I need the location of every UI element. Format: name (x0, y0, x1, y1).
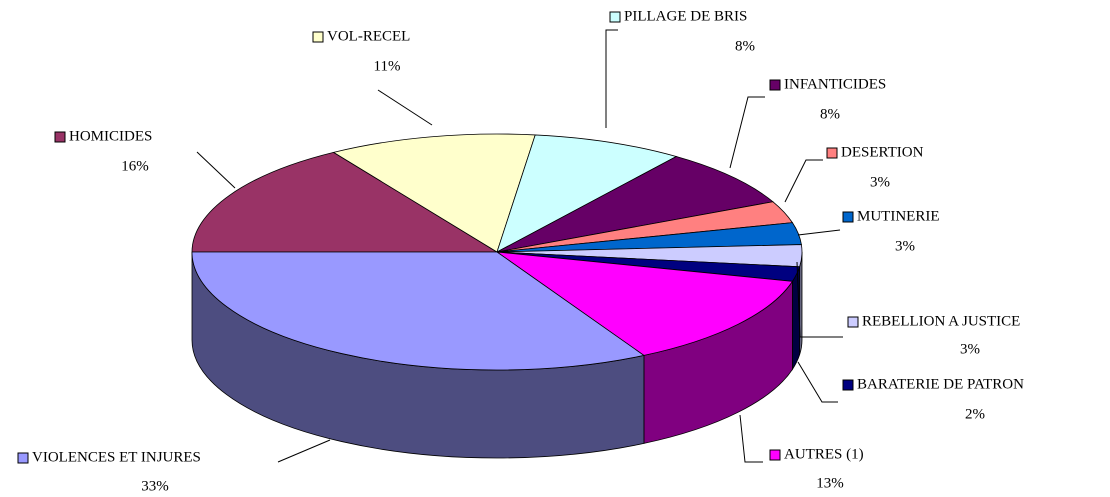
slice-side (792, 266, 800, 371)
legend-swatch (769, 79, 781, 91)
slice-value-label: 8% (735, 38, 755, 54)
slice-value-label: 8% (820, 106, 840, 122)
slice (495, 251, 794, 356)
slice-label: DESERTION (841, 144, 924, 160)
slice-value-label: 11% (374, 58, 401, 74)
leader-line (196, 151, 236, 189)
slice-label: PILLAGE DE BRIS (624, 8, 747, 24)
legend-swatch (769, 449, 781, 461)
slice (332, 133, 536, 253)
leader-line (784, 159, 823, 203)
legend-swatch (609, 11, 621, 23)
legend-swatch (826, 147, 838, 159)
slice-value-label: 16% (121, 158, 149, 174)
slice-label: VOL-RECEL (327, 28, 410, 44)
leader-line (277, 439, 331, 463)
slice (496, 134, 678, 253)
slice-value-label: 3% (895, 238, 915, 254)
leader-line (377, 89, 433, 126)
slice (191, 151, 499, 253)
leader-line (797, 229, 841, 236)
leader-line (797, 361, 838, 403)
slice-label: VIOLENCES ET INJURES (32, 449, 201, 465)
slice-label: AUTRES (1) (784, 446, 864, 462)
legend-swatch (17, 452, 29, 464)
leader-line (796, 261, 843, 338)
slice-label: BARATERIE DE PATRON (857, 376, 1024, 392)
slice-value-label: 2% (965, 406, 985, 422)
slice-label: INFANTICIDES (784, 76, 886, 92)
legend-swatch (842, 211, 854, 223)
legend-swatch (842, 379, 854, 391)
legend-swatch (312, 31, 324, 43)
slice-value-label: 13% (816, 475, 844, 491)
leader-line (605, 29, 618, 128)
legend-swatch (54, 131, 66, 143)
leader-line (739, 414, 763, 463)
slice-label: MUTINERIE (857, 208, 940, 224)
slice-value-label: 3% (960, 341, 980, 357)
slice (191, 251, 645, 371)
slice (496, 156, 774, 253)
slice-value-label: 3% (870, 174, 890, 190)
slice-label: HOMICIDES (69, 128, 152, 144)
leader-line (729, 96, 765, 169)
legend-swatch (847, 316, 859, 328)
slice-label: REBELLION A JUSTICE (862, 313, 1020, 329)
slice-value-label: 33% (141, 478, 169, 494)
